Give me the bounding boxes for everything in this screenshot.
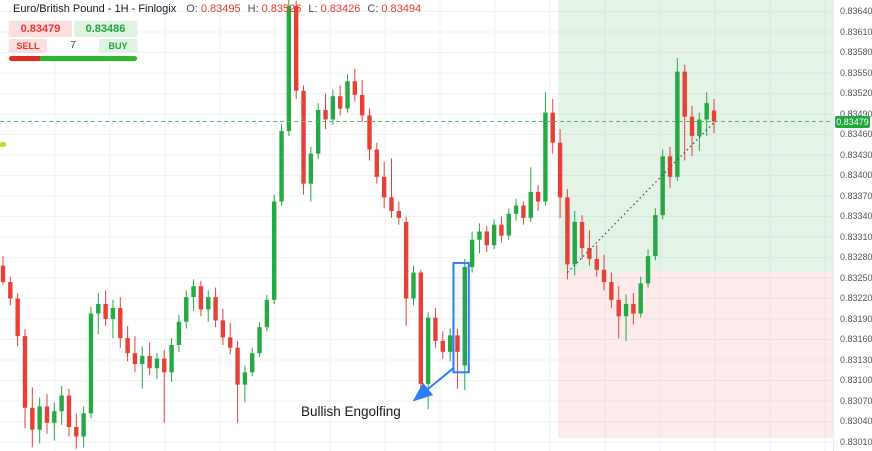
price-axis-label: 0.83490 [840, 108, 872, 119]
buy-price-button[interactable]: 0.83486 [74, 21, 137, 37]
sell-button[interactable]: SELL [9, 39, 47, 53]
highlight-zones [558, 0, 833, 438]
candles [0, 0, 717, 449]
price-axis-label: 0.83040 [840, 416, 872, 426]
price-axis-label: 0.83310 [840, 231, 872, 242]
ohlc-pair: O: 0.83495 [186, 3, 241, 15]
price-axis-label: 0.83190 [840, 313, 872, 324]
engulfing-highlight-rect[interactable] [452, 261, 470, 374]
yellow-marker [0, 142, 6, 147]
price-axis-label: 0.83100 [840, 375, 872, 385]
price-axis-label: 0.83010 [840, 436, 872, 447]
price-axis-label: 0.83430 [840, 149, 872, 160]
sentiment-buy-segment [39, 56, 137, 61]
price-axis-label: 0.83130 [840, 354, 872, 365]
price-axis-label: 0.83340 [840, 211, 872, 221]
spread-value: 7 [49, 39, 97, 53]
ohlc-pair: C: 0.83494 [367, 3, 422, 15]
price-axis-label: 0.83280 [840, 252, 872, 262]
price-axis-label: 0.83550 [840, 67, 872, 78]
price-axis-label: 0.83580 [840, 47, 872, 57]
price-axis[interactable]: 0.83640 0.83610 0.83580 0.83550 0.83520 0.834… [833, 0, 872, 451]
grid-lines [0, 0, 833, 451]
price-axis-label: 0.83400 [840, 170, 872, 180]
price-axis-label: 0.83610 [840, 26, 872, 37]
current-price-tag: 0.83479 [835, 115, 870, 128]
candlestick-chart[interactable] [0, 0, 833, 451]
price-axis-label: 0.83070 [840, 395, 872, 406]
price-axis-label: 0.83220 [840, 293, 872, 303]
sentiment-sell-segment [9, 56, 40, 61]
buy-sell-widget: 0.83479 0.83486 SELL 7 BUY [9, 21, 137, 61]
price-axis-label: 0.83160 [840, 334, 872, 344]
ohlc-values: O: 0.83495 H: 0.83526 L: 0.83426 C: 0.83494 [186, 3, 428, 15]
symbol-title[interactable]: Euro/British Pound - 1H - Finlogix [13, 3, 177, 15]
annotation-arrow[interactable] [412, 367, 455, 402]
ohlc-pair: L: 0.83426 [308, 3, 361, 15]
price-axis-label: 0.83460 [840, 129, 872, 139]
pattern-annotation-text[interactable]: Bullish Engolfing [301, 404, 401, 419]
sell-price-button[interactable]: 0.83479 [9, 21, 72, 37]
trend-line[interactable] [566, 120, 716, 273]
ohlc-pair: H: 0.83526 [247, 3, 302, 15]
buy-button[interactable]: BUY [99, 39, 137, 53]
price-axis-label: 0.83640 [840, 6, 872, 16]
sentiment-bar [9, 56, 137, 61]
price-axis-label: 0.83250 [840, 272, 872, 283]
price-axis-label: 0.83370 [840, 190, 872, 201]
price-axis-label: 0.83520 [840, 88, 872, 98]
chart-legend: Euro/British Pound - 1H - Finlogix O: 0.83… [13, 3, 428, 15]
